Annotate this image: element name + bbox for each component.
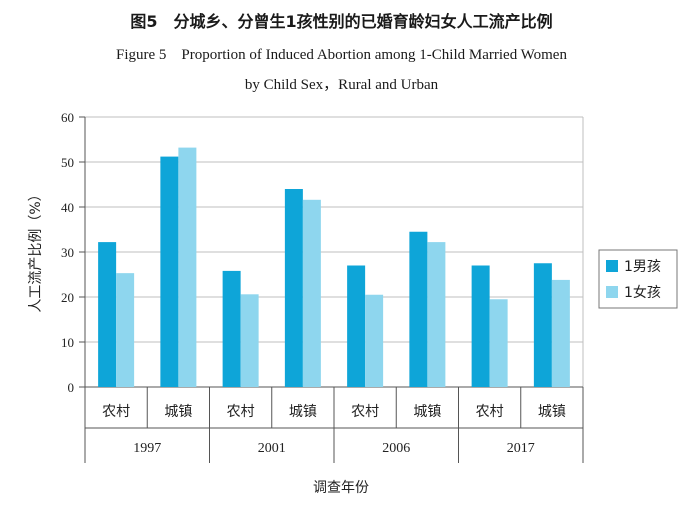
chart-title-cn: 图5 分城乡、分曾生1孩性别的已婚育龄妇女人工流产比例 (130, 12, 553, 31)
bar-boy (98, 242, 117, 387)
x-category-label: 农村 (102, 404, 130, 420)
bar-boy (533, 263, 552, 387)
legend-label: 1女孩 (624, 284, 661, 301)
bar-boy (471, 265, 490, 387)
bar-girl (365, 294, 384, 387)
x-category-label: 城镇 (538, 404, 566, 420)
y-tick-label: 0 (68, 380, 75, 395)
legend-box (598, 249, 678, 309)
bar-girl (178, 147, 197, 387)
bar-boy (284, 189, 303, 387)
y-axis-title: 人工流产比例（%） (28, 187, 44, 312)
bar-girl (489, 299, 508, 387)
bar-girl (240, 294, 259, 387)
y-tick-label: 30 (61, 245, 74, 260)
x-axis-title: 调查年份 (313, 480, 369, 496)
x-year-label: 2006 (382, 441, 410, 456)
x-category-label: 农村 (351, 404, 379, 420)
x-year-label: 2017 (507, 441, 535, 456)
legend-swatch (606, 260, 618, 272)
y-tick-label: 60 (61, 110, 74, 125)
y-tick-label: 40 (61, 200, 74, 215)
chart-title-en-line2: by Child Sex，Rural and Urban (244, 77, 439, 93)
x-category-label: 城镇 (413, 404, 441, 420)
y-tick-label: 20 (61, 290, 74, 305)
x-year-label: 1997 (133, 441, 161, 456)
x-category-label: 城镇 (164, 404, 192, 420)
chart-title-en-line1: Figure 5 Proportion of Induced Abortion … (116, 47, 567, 63)
x-category-label: 农村 (227, 404, 255, 420)
bar-girl (116, 273, 135, 387)
bar-boy (409, 231, 428, 387)
y-tick-label: 50 (61, 155, 74, 170)
x-year-label: 2001 (258, 441, 286, 456)
bar-girl (427, 242, 446, 387)
bar-boy (222, 270, 241, 387)
x-category-label: 农村 (476, 404, 504, 420)
legend-swatch (606, 286, 618, 298)
bar-boy (160, 156, 179, 387)
x-category-label: 城镇 (289, 404, 317, 420)
y-tick-label: 10 (61, 335, 74, 350)
legend-label: 1男孩 (624, 259, 661, 275)
bar-girl (551, 279, 570, 387)
bar-boy (347, 265, 366, 387)
bar-girl (302, 199, 321, 387)
